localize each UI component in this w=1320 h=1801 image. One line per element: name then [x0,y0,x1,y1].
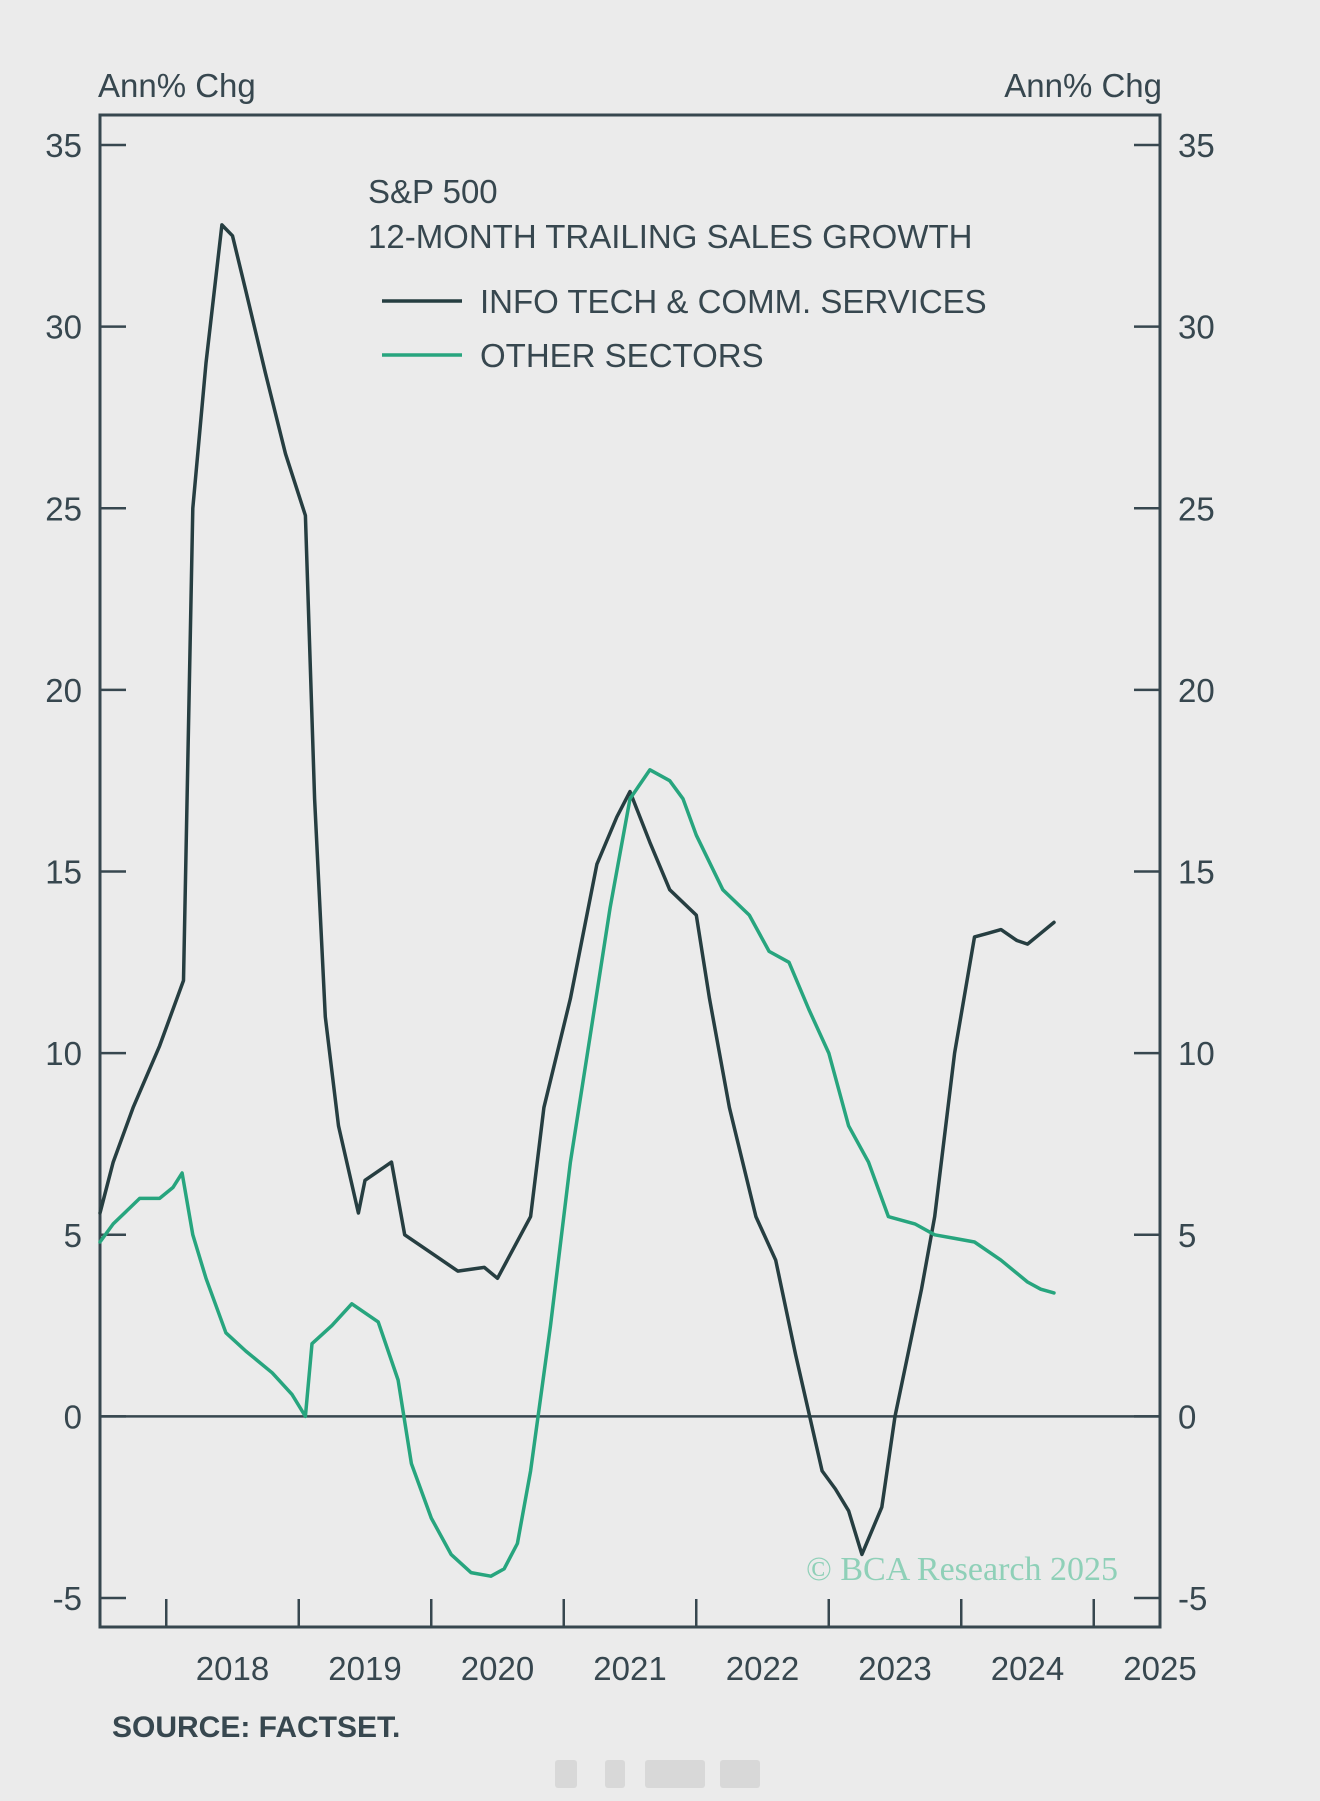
watermark: © BCA Research 2025 [806,1551,1118,1588]
y-tick-label-right: 30 [1178,309,1215,346]
x-tick-label: 2024 [991,1650,1064,1687]
y-tick-label-left: -5 [53,1580,82,1617]
y-tick-label-left: 10 [45,1035,82,1072]
y-tick-label-left: 35 [45,127,82,164]
y-tick-label-right: 15 [1178,854,1215,891]
y-axis-label-left: Ann% Chg [98,67,256,104]
y-tick-label-left: 20 [45,672,82,709]
series-line-info-tech [98,223,1056,1557]
y-axis-label-right: Ann% Chg [1004,67,1162,104]
chart-subtitle: 12-MONTH TRAILING SALES GROWTH [368,218,972,255]
y-tick-label-right: 25 [1178,490,1215,527]
image-pager [555,1760,765,1788]
y-tick-label-right: 0 [1178,1398,1196,1435]
y-tick-label-right: 5 [1178,1217,1196,1254]
y-tick-label-right: 10 [1178,1035,1215,1072]
x-tick-label: 2023 [858,1650,931,1687]
source-note: SOURCE: FACTSET. [112,1711,400,1744]
y-tick-label-left: 30 [45,309,82,346]
legend-label-info-tech: INFO TECH & COMM. SERVICES [480,283,987,320]
x-tick-label: 2018 [196,1650,269,1687]
series-line-other-sectors [98,768,1056,1578]
y-tick-label-left: 5 [64,1217,82,1254]
x-tick-label: 2022 [726,1650,799,1687]
y-tick-label-left: 0 [64,1398,82,1435]
legend-label-other-sectors: OTHER SECTORS [480,337,764,374]
y-tick-label-right: 20 [1178,672,1215,709]
pager-dot [605,1760,625,1788]
chart-title: S&P 500 [368,173,498,210]
y-tick-label-right: 35 [1178,127,1215,164]
pager-dot [645,1760,705,1788]
x-tick-label: 2020 [461,1650,534,1687]
y-tick-label-left: 15 [45,854,82,891]
x-tick-label: 2021 [593,1650,666,1687]
pager-dot [555,1760,577,1788]
y-tick-label-right: -5 [1178,1580,1207,1617]
y-tick-label-left: 25 [45,490,82,527]
pager-dot [720,1760,760,1788]
x-tick-label: 2025 [1123,1650,1196,1687]
x-tick-label: 2019 [328,1650,401,1687]
